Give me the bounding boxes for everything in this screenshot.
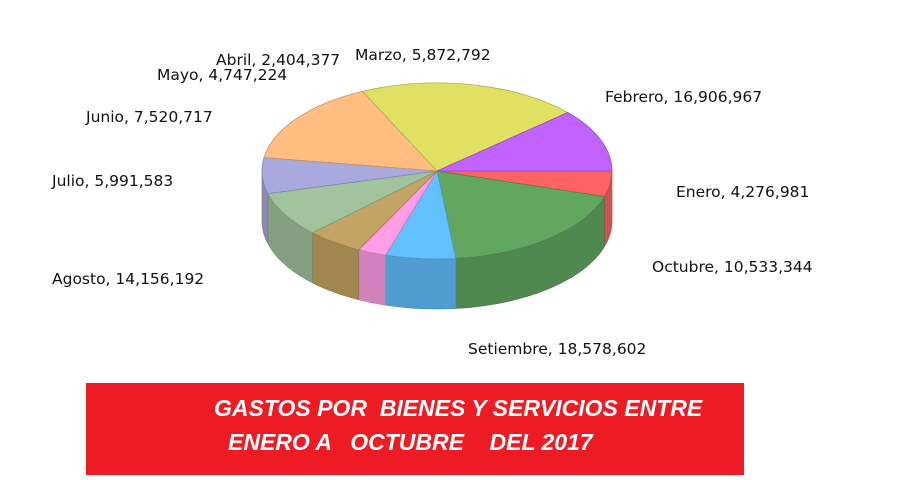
slice-labels: Enero, 4,276,981 Febrero, 16,906,967 Marzo… (51, 46, 813, 358)
slice-side-marzo (385, 254, 457, 310)
slice-label-febrero: Febrero, 16,906,967 (605, 88, 762, 106)
slice-side-abril (358, 249, 386, 306)
slice-label-agosto: Agosto, 14,156,192 (52, 270, 204, 288)
slice-label-junio: Junio, 7,520,717 (85, 108, 213, 126)
slice-setiembre (361, 82, 569, 172)
slice-junio (267, 170, 438, 234)
pie-top (261, 82, 613, 260)
slice-label-marzo: Marzo, 5,872,792 (355, 46, 491, 64)
banner-title-line-2: ENERO A OCTUBRE DEL 2017 (228, 429, 593, 455)
slice-octubre (436, 112, 613, 172)
title-banner: GASTOS POR BIENES Y SERVICIOS ENTRE ENER… (86, 383, 744, 475)
slice-label-abril: Abril, 2,404,377 (216, 51, 340, 69)
slice-agosto (263, 90, 438, 172)
slice-label-setiembre: Setiembre, 18,578,602 (468, 340, 646, 358)
pie-side-walls (261, 171, 613, 310)
slice-label-enero: Enero, 4,276,981 (676, 183, 809, 201)
banner-title-line-1: GASTOS POR BIENES Y SERVICIOS ENTRE (214, 395, 703, 421)
slice-label-octubre: Octubre, 10,533,344 (652, 258, 813, 276)
slice-label-julio: Julio, 5,991,583 (51, 172, 173, 190)
slice-febrero (436, 170, 606, 259)
slice-label-mayo: Mayo, 4,747,224 (157, 66, 287, 84)
